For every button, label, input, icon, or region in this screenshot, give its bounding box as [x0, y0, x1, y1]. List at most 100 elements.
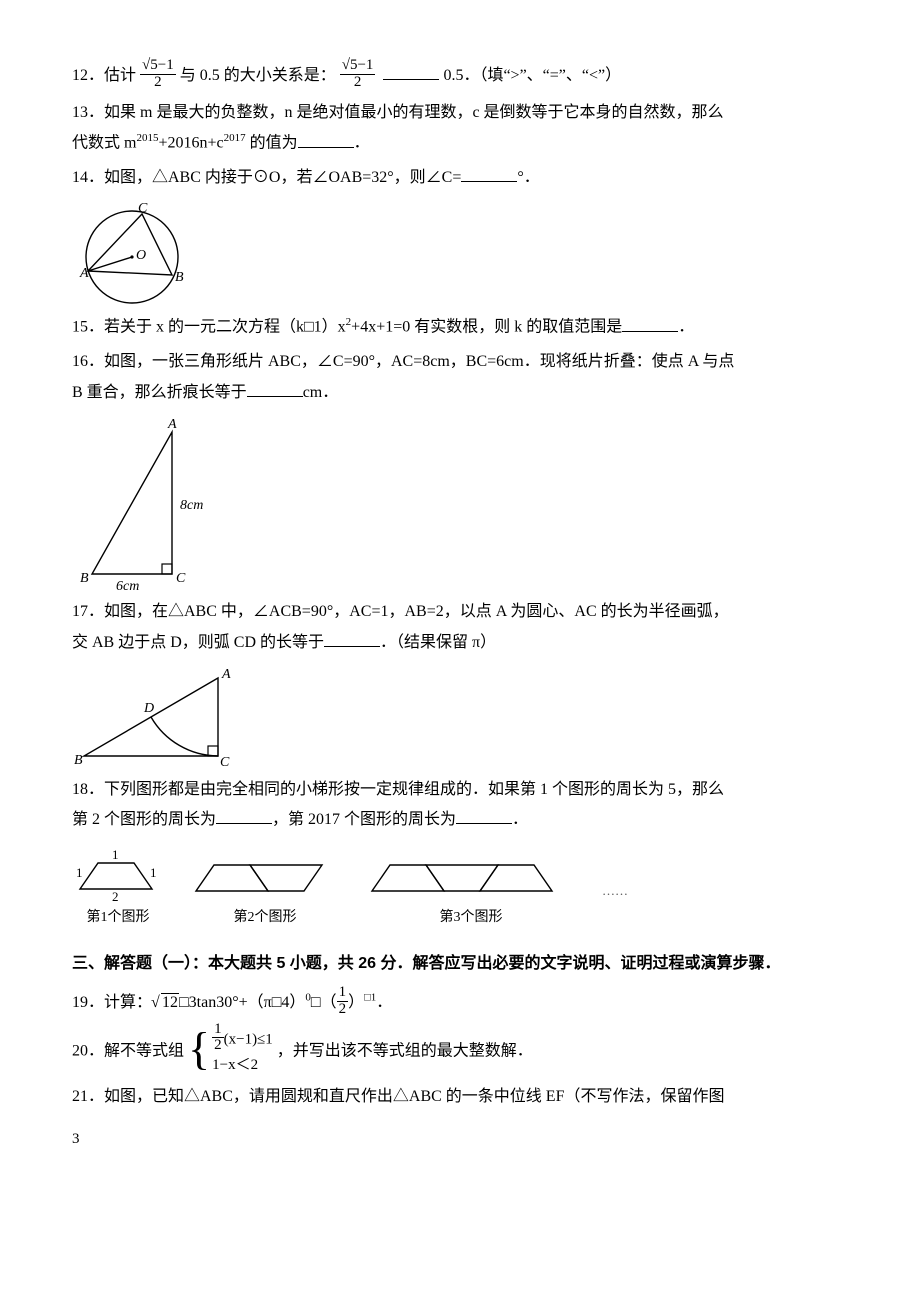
q17-label-A: A	[221, 667, 231, 682]
question-14: 14．如图，△ABC 内接于⊙O，若∠OAB=32°，则∠C= °．	[72, 164, 848, 193]
q17-label-B: B	[74, 753, 83, 768]
q18-top: 1	[112, 847, 119, 862]
q18-l2c: ．	[512, 811, 528, 828]
q18-fig3	[366, 853, 576, 901]
q19-frac-den: 2	[337, 1002, 349, 1018]
q19-sqrt: 12	[152, 989, 179, 1018]
q18-figures: 1 1 1 2 第1个图形 第2个图形 第3个图形 ……	[72, 841, 848, 930]
q20-sys-l2: 1−x＜2	[212, 1056, 273, 1075]
q18-l2: 第 2 个图形的周长为 ，第 2017 个图形的周长为 ．	[72, 806, 848, 835]
q14-blank	[461, 165, 517, 182]
q20-sys-l1-rest: (x−1)≤1	[224, 1031, 273, 1047]
q14-text-a: 14．如图，△ABC 内接于⊙O，若∠OAB=32°，则∠C=	[72, 169, 461, 186]
q18-blank2	[456, 807, 512, 824]
q18-cap2: 第2个图形	[190, 905, 340, 930]
q20-sys-frac: 12	[212, 1022, 224, 1055]
q20-system: { 12(x−1)≤1 1−x＜2	[188, 1024, 273, 1075]
q19-d: ）	[348, 994, 364, 1011]
q16-label-ac: 8cm	[180, 498, 203, 513]
q12-mid: 与 0.5 的大小关系是：	[180, 67, 336, 84]
q20-sys-l1: 12(x−1)≤1	[212, 1024, 273, 1057]
q16-figure: A B C 8cm 6cm	[72, 414, 222, 594]
q12-frac2-num: √5−1	[340, 58, 376, 75]
q16-label-B: B	[80, 571, 89, 586]
q12-frac2-den: 2	[340, 75, 376, 91]
q16-label-C: C	[176, 571, 186, 586]
question-13: 13．如果 m 是最大的负整数，n 是绝对值最小的有理数，c 是倒数等于它本身的…	[72, 99, 848, 159]
q20-sys-frac-num: 1	[212, 1022, 224, 1039]
q18-cap1: 第1个图形	[72, 905, 164, 930]
q19-frac-num: 1	[337, 985, 349, 1002]
q20-b: ，并写出该不等式组的最大整数解．	[277, 1042, 533, 1059]
q18-l2b: ，第 2017 个图形的周长为	[272, 811, 456, 828]
q19-e: ．	[376, 994, 392, 1011]
q13-period: ．	[354, 135, 370, 152]
q12-frac1-den: 2	[140, 75, 176, 91]
q15-b: +4x+1=0 有实数根，则 k 的取值范围是	[351, 319, 622, 336]
q12-frac-2: √5−1 2	[340, 58, 376, 91]
q18-cap3: 第3个图形	[366, 905, 576, 930]
q19-expneg: □1	[364, 992, 376, 1004]
q13-blank	[298, 131, 354, 148]
section-3-title: 三、解答题（一）：本大题共 5 小题，共 26 分．解答应写出必要的文字说明、证…	[72, 950, 848, 979]
q18-fig2	[190, 853, 340, 901]
q14-label-A: A	[79, 266, 89, 281]
q16-label-A: A	[167, 417, 177, 432]
q18-left: 1	[76, 865, 83, 880]
question-19: 19．计算：12□3tan30°+（π□4）0□（12）□1．	[72, 987, 848, 1020]
q13-line2: 代数式 m2015+2016n+c2017 的值为．	[72, 129, 848, 158]
q16-label-bc: 6cm	[116, 579, 139, 594]
q18-right: 1	[150, 865, 157, 880]
q13-line1: 13．如果 m 是最大的负整数，n 是绝对值最小的有理数，c 是倒数等于它本身的…	[72, 99, 848, 128]
q13-exp2: 2017	[224, 132, 246, 144]
q19-sqrt-rad: 12	[161, 993, 179, 1011]
q19-c: □（	[311, 994, 337, 1011]
q15-c: ．	[678, 319, 694, 336]
q17-label-D: D	[143, 701, 154, 716]
q14-text-b: °．	[517, 169, 539, 186]
q13-l2b: +2016n+c	[158, 135, 223, 152]
q21-a: 21．如图，已知△ABC，请用圆规和直尺作出△ABC 的一条中位线 EF（不写作…	[72, 1088, 724, 1105]
q18-bottom: 2	[112, 889, 119, 901]
q18-fig2-wrap: 第2个图形	[190, 849, 340, 930]
q19-b: □3tan30°+（π□4）	[179, 994, 305, 1011]
q15-a: 15．若关于 x 的一元二次方程（k□1）x	[72, 319, 346, 336]
q18-l1: 18．下列图形都是由完全相同的小梯形按一定规律组成的．如果第 1 个图形的周长为…	[72, 776, 848, 805]
question-12: 12．估计 √5−1 2 与 0.5 的大小关系是： √5−1 2 0.5．（填…	[72, 60, 848, 93]
page-number: 3	[72, 1126, 848, 1153]
q16-l2a: B 重合，那么折痕长等于	[72, 384, 247, 401]
question-16: 16．如图，一张三角形纸片 ABC，∠C=90°，AC=8cm，BC=6cm．现…	[72, 348, 848, 408]
q18-l2a: 第 2 个图形的周长为	[72, 811, 216, 828]
q18-blank1	[216, 807, 272, 824]
q17-l1: 17．如图，在△ABC 中，∠ACB=90°，AC=1，AB=2，以点 A 为圆…	[72, 598, 848, 627]
question-20: 20．解不等式组 { 12(x−1)≤1 1−x＜2 ，并写出该不等式组的最大整…	[72, 1026, 848, 1077]
q12-prefix: 12．估计	[72, 67, 136, 84]
q12-blank	[383, 63, 439, 80]
q18-fig1-wrap: 1 1 1 2 第1个图形	[72, 841, 164, 930]
q20-sys-frac-den: 2	[212, 1038, 224, 1054]
q17-l2: 交 AB 边于点 D，则弧 CD 的长等于 ．（结果保留 π）	[72, 629, 848, 658]
q17-figure: A B C D	[72, 664, 252, 772]
q13-exp1: 2015	[136, 132, 158, 144]
q17-l2b: ．（结果保留 π）	[380, 634, 496, 651]
q12-frac-1: √5−1 2	[140, 58, 176, 91]
question-21: 21．如图，已知△ABC，请用圆规和直尺作出△ABC 的一条中位线 EF（不写作…	[72, 1083, 848, 1112]
brace-icon: {	[188, 1026, 210, 1072]
q16-blank	[247, 380, 303, 397]
q20-a: 20．解不等式组	[72, 1042, 184, 1059]
q20-lines: 12(x−1)≤1 1−x＜2	[212, 1024, 273, 1075]
q17-l2a: 交 AB 边于点 D，则弧 CD 的长等于	[72, 634, 324, 651]
q14-label-O: O	[136, 248, 146, 263]
q12-frac1-num: √5−1	[140, 58, 176, 75]
q19-a: 19．计算：	[72, 994, 152, 1011]
q19-frac: 12	[337, 985, 349, 1018]
q18-fig1: 1 1 1 2	[72, 845, 164, 901]
q14-label-B: B	[175, 270, 184, 285]
question-15: 15．若关于 x 的一元二次方程（k□1）x2+4x+1=0 有实数根，则 k …	[72, 313, 848, 342]
q14-figure: A B C O	[72, 199, 194, 309]
q16-l1: 16．如图，一张三角形纸片 ABC，∠C=90°，AC=8cm，BC=6cm．现…	[72, 348, 848, 377]
q15-blank	[622, 315, 678, 332]
q17-label-C: C	[220, 755, 230, 770]
q12-tail: 0.5．（填“>”、“=”、“<”）	[443, 67, 621, 84]
question-18: 18．下列图形都是由完全相同的小梯形按一定规律组成的．如果第 1 个图形的周长为…	[72, 776, 848, 836]
